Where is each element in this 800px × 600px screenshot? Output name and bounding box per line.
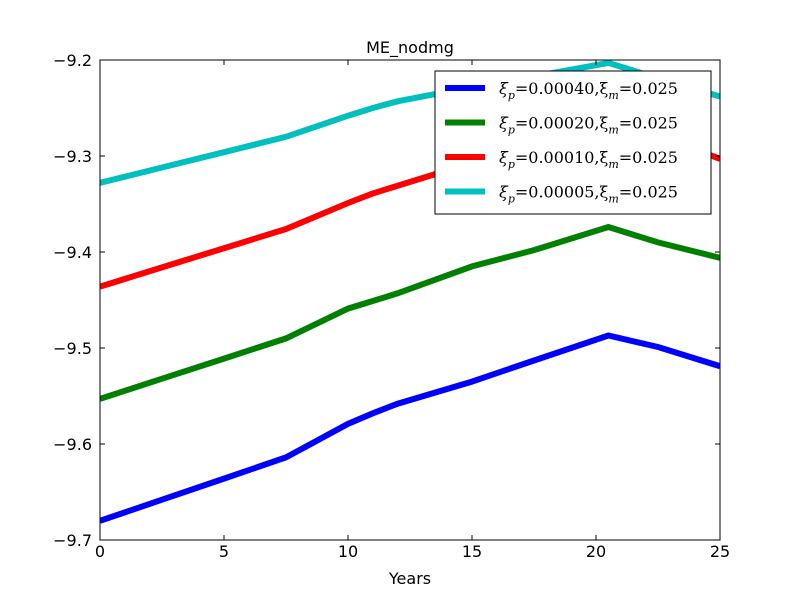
- plot-area: 0 5 10 15 20 25 −9.7 −9.6 −9.5 −9.4 −9.3 −9.2: [53, 51, 730, 561]
- y-tick-label: −9.5: [53, 339, 92, 358]
- y-tick-label: −9.4: [53, 243, 92, 262]
- tick-layer: 0 5 10 15 20 25 −9.7 −9.6 −9.5 −9.4 −9.3 −9.2: [53, 51, 730, 561]
- y-tick-label: −9.6: [53, 435, 92, 454]
- x-tick-label: 15: [462, 542, 482, 561]
- legend-label-1: ξp=0.00040,ξm=0.025: [499, 79, 678, 102]
- x-tick-label: 10: [338, 542, 358, 561]
- legend: ξp=0.00040,ξm=0.025 ξp=0.00020,ξm=0.025 ξp…: [434, 70, 712, 215]
- series-line-1: [100, 332, 720, 524]
- legend-label-3: ξp=0.00010,ξm=0.025: [499, 148, 678, 171]
- x-tick-label: 5: [219, 542, 229, 561]
- x-axis-label: Years: [388, 569, 431, 588]
- legend-label-4: ξp=0.00005,ξm=0.025: [499, 183, 678, 206]
- series-line-4: [100, 60, 720, 186]
- y-tick-label: −9.7: [53, 531, 92, 550]
- x-tick-label: 25: [710, 542, 730, 561]
- plot-frame: [99, 59, 721, 541]
- series-line-2: [100, 223, 720, 402]
- y-tick-label: −9.2: [53, 51, 92, 70]
- legend-label-2: ξp=0.00020,ξm=0.025: [499, 114, 678, 137]
- x-tick-label: 0: [95, 542, 105, 561]
- x-tick-label: 20: [586, 542, 606, 561]
- y-tick-label: −9.3: [53, 147, 92, 166]
- chart-title: ME_nodmg: [366, 38, 454, 58]
